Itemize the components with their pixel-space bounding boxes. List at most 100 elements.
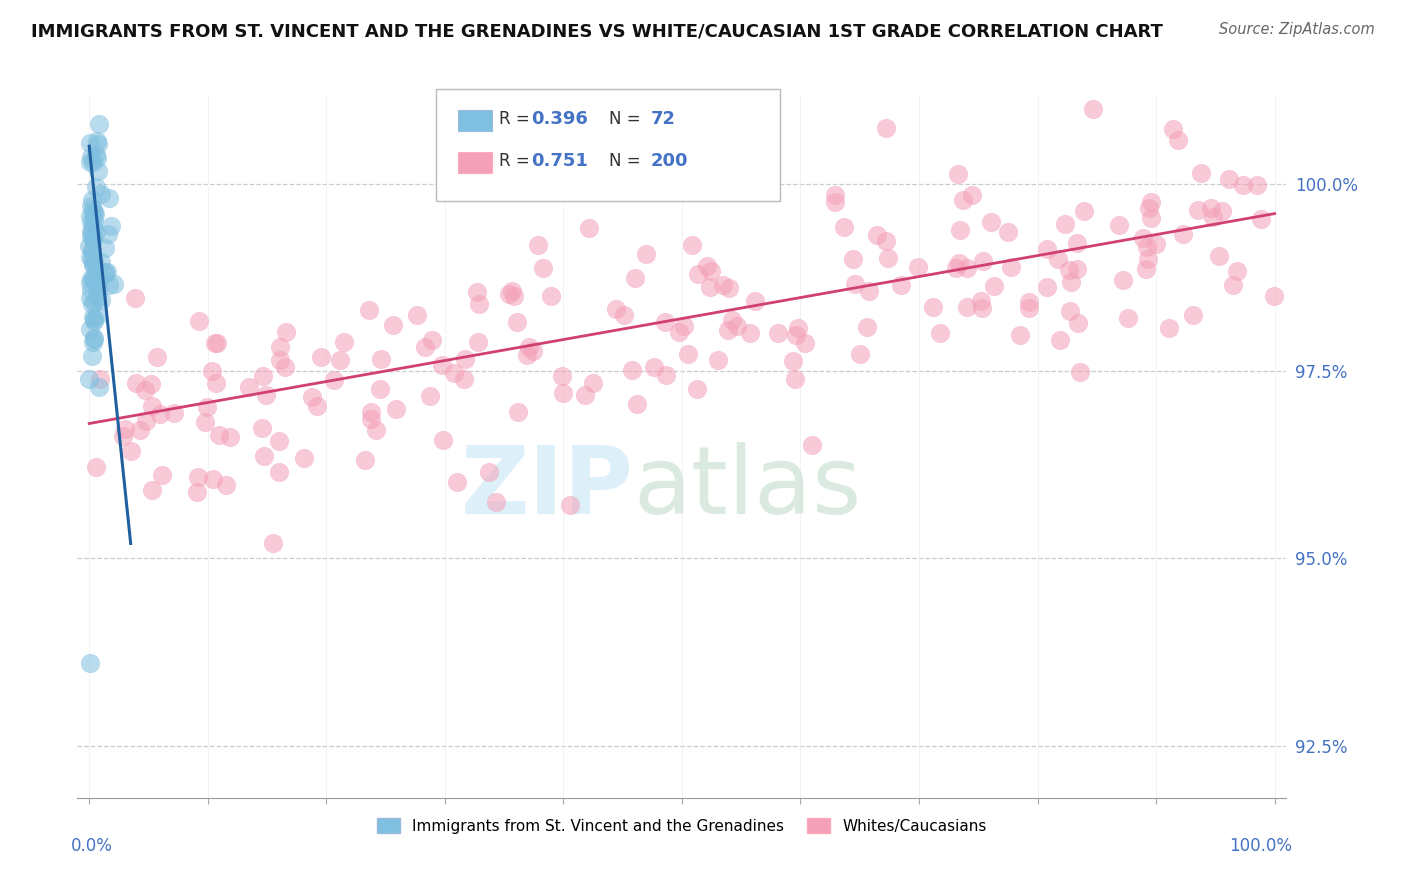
Point	[301, 390, 323, 404]
Point	[654, 315, 676, 329]
Point	[202, 472, 225, 486]
Point	[673, 319, 696, 334]
Point	[605, 301, 627, 316]
Point	[844, 277, 866, 291]
Point	[793, 336, 815, 351]
Point	[82, 219, 104, 233]
Point	[1136, 240, 1159, 254]
Point	[952, 193, 974, 207]
Point	[89, 270, 111, 285]
Point	[501, 284, 523, 298]
Point	[686, 267, 709, 281]
Point	[681, 237, 703, 252]
Point	[960, 187, 983, 202]
Point	[84, 257, 107, 271]
Point	[120, 444, 142, 458]
Point	[725, 318, 748, 333]
Point	[465, 285, 488, 299]
Point	[86, 136, 108, 151]
Point	[83, 311, 105, 326]
Point	[1171, 227, 1194, 241]
Text: R =: R =	[499, 110, 536, 128]
Point	[721, 313, 744, 327]
Point	[368, 382, 391, 396]
Text: IMMIGRANTS FROM ST. VINCENT AND THE GRENADINES VS WHITE/CAUCASIAN 1ST GRADE CORR: IMMIGRANTS FROM ST. VINCENT AND THE GREN…	[31, 22, 1163, 40]
Point	[84, 460, 107, 475]
Text: 0.751: 0.751	[531, 152, 588, 169]
Point	[83, 331, 105, 345]
Point	[875, 234, 897, 248]
Point	[79, 209, 101, 223]
Point	[82, 310, 104, 324]
Point	[405, 308, 427, 322]
Point	[111, 429, 134, 443]
Point	[1060, 275, 1083, 289]
Point	[956, 260, 979, 275]
Point	[1010, 328, 1032, 343]
Point	[498, 286, 520, 301]
Point	[454, 351, 477, 366]
Point	[782, 354, 804, 368]
Legend: Immigrants from St. Vincent and the Grenadines, Whites/Caucasians: Immigrants from St. Vincent and the Gren…	[371, 813, 993, 840]
Point	[624, 271, 647, 285]
Point	[195, 400, 218, 414]
Point	[87, 283, 110, 297]
Point	[357, 303, 380, 318]
Point	[654, 368, 676, 382]
Point	[100, 219, 122, 233]
Point	[574, 388, 596, 402]
Point	[626, 397, 648, 411]
Point	[983, 279, 1005, 293]
Point	[80, 243, 103, 257]
Point	[446, 475, 468, 490]
Point	[696, 260, 718, 274]
Point	[766, 326, 789, 341]
Point	[1046, 252, 1069, 267]
Point	[82, 206, 104, 220]
Point	[215, 478, 238, 492]
Point	[135, 413, 157, 427]
Text: 100.0%: 100.0%	[1229, 837, 1292, 855]
Point	[94, 265, 117, 279]
Point	[82, 231, 104, 245]
Point	[141, 399, 163, 413]
Point	[866, 227, 889, 242]
Point	[87, 117, 110, 131]
Point	[90, 293, 112, 308]
Point	[87, 380, 110, 394]
Point	[80, 193, 103, 207]
Point	[946, 167, 969, 181]
Point	[89, 372, 111, 386]
Point	[517, 340, 540, 354]
Point	[419, 389, 441, 403]
Point	[86, 148, 108, 162]
Point	[467, 335, 489, 350]
Point	[80, 229, 103, 244]
Point	[420, 333, 443, 347]
Point	[186, 484, 208, 499]
Point	[1053, 218, 1076, 232]
Point	[360, 405, 382, 419]
Point	[139, 376, 162, 391]
Point	[468, 297, 491, 311]
Point	[274, 325, 297, 339]
Point	[1136, 252, 1159, 266]
Point	[364, 423, 387, 437]
Point	[82, 202, 104, 216]
Point	[1069, 365, 1091, 379]
Point	[1208, 249, 1230, 263]
Point	[1018, 301, 1040, 315]
Point	[87, 164, 110, 178]
Point	[1073, 203, 1095, 218]
Point	[381, 318, 404, 333]
Point	[516, 348, 538, 362]
Point	[269, 434, 291, 449]
Point	[274, 360, 297, 375]
Point	[79, 136, 101, 150]
Point	[82, 252, 104, 267]
Point	[1059, 303, 1081, 318]
Point	[785, 328, 807, 343]
Point	[956, 300, 979, 314]
Point	[1181, 308, 1204, 322]
Point	[824, 188, 846, 202]
